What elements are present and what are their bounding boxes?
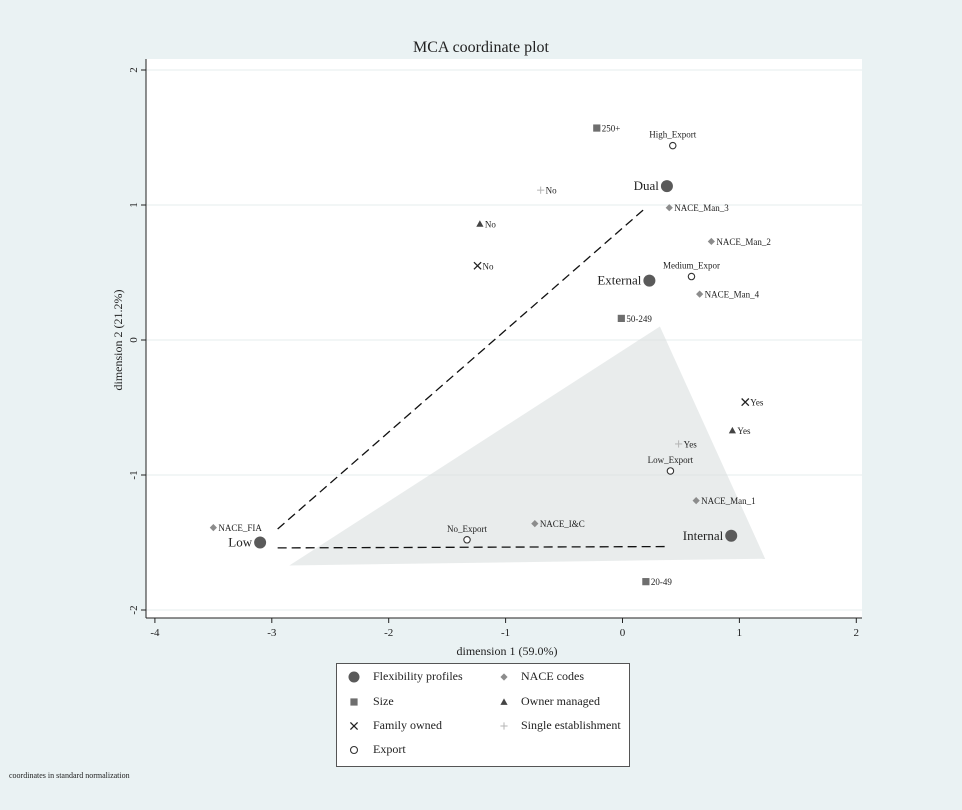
marker-circle-filled <box>725 529 738 542</box>
x-axis-label: dimension 1 (59.0%) <box>457 644 558 658</box>
point-label: Low_Export <box>648 455 694 465</box>
marker-triangle <box>500 698 508 705</box>
legend-symbol <box>500 698 508 705</box>
x-tick-label: -4 <box>150 627 160 639</box>
point-label: NACE_Man_1 <box>701 496 756 506</box>
x-tick-label: -1 <box>501 627 510 639</box>
marker-triangle <box>728 426 736 434</box>
marker-circle-filled <box>643 274 656 287</box>
marker-plus <box>537 186 545 194</box>
legend-label: Single establishment <box>521 718 621 732</box>
marker-cross-stroke <box>349 721 359 731</box>
marker-diamond <box>696 290 704 298</box>
marker-triangle <box>476 220 484 227</box>
marker-square <box>617 314 625 322</box>
point-label: No <box>485 219 496 229</box>
point-label: NACE_I&C <box>540 519 585 529</box>
marker-cross-stroke <box>741 398 750 407</box>
dashed-line-upper <box>277 207 647 530</box>
point-label: Yes <box>684 439 698 449</box>
point-label: No_Export <box>447 524 487 534</box>
legend: Flexibility profiles NACE codes Size Owner … <box>336 663 630 767</box>
legend-label: NACE codes <box>521 669 584 683</box>
marker-cross <box>349 721 359 731</box>
marker-circle-open <box>349 745 359 755</box>
y-tick-label: -1 <box>128 470 140 479</box>
point-label: No <box>483 261 494 271</box>
marker-circle-open <box>669 141 677 150</box>
point-label: High_Export <box>649 130 696 140</box>
legend-symbol <box>500 722 508 730</box>
y-tick-label: 1 <box>128 202 140 208</box>
marker-plus <box>500 722 508 730</box>
legend-symbol <box>500 673 508 681</box>
marker-cross <box>473 261 482 270</box>
marker-diamond <box>692 497 700 505</box>
point-label: 50-249 <box>626 314 652 324</box>
marker-diamond <box>209 524 217 532</box>
legend-label: Size <box>373 694 394 708</box>
marker-circle-open <box>687 272 696 281</box>
marker-plus <box>675 440 683 448</box>
chart-title: MCA coordinate plot <box>413 39 550 56</box>
marker-circle-open <box>463 536 471 544</box>
marker-diamond <box>665 204 673 212</box>
x-tick-label: 2 <box>854 627 860 639</box>
legend-label: Flexibility profiles <box>373 669 463 683</box>
point-label: Dual <box>634 178 660 193</box>
marker-diamond <box>500 673 508 681</box>
legend-label: Family owned <box>373 718 442 732</box>
marker-cross-stroke <box>473 261 482 270</box>
marker-square <box>642 578 650 586</box>
point-label: Yes <box>737 426 751 436</box>
legend-symbol <box>349 721 359 731</box>
marker-circle-filled <box>254 536 267 549</box>
point-label: Low <box>228 535 252 550</box>
shaded-region <box>289 326 766 566</box>
normalization-note: coordinates in standard normalization <box>9 771 130 780</box>
legend-symbol <box>348 671 360 683</box>
y-tick-label: -2 <box>128 605 140 614</box>
point-label: NACE_FIA <box>218 523 262 533</box>
point-label: No <box>546 186 557 196</box>
point-label: Internal <box>683 528 724 543</box>
marker-cross <box>741 398 750 407</box>
legend-label: Export <box>373 742 406 756</box>
marker-square <box>593 124 601 132</box>
marker-circle-filled <box>660 180 673 193</box>
point-label: NACE_Man_4 <box>705 290 760 300</box>
y-tick-label: 0 <box>128 337 140 343</box>
legend-symbol <box>349 745 359 755</box>
point-label: NACE_Man_3 <box>674 203 729 213</box>
dashed-line-lower <box>277 545 670 549</box>
legend-symbol <box>350 698 358 706</box>
point-label: 20-49 <box>651 577 672 587</box>
x-tick-label: -3 <box>267 627 277 639</box>
marker-diamond <box>707 237 715 246</box>
point-label: External <box>597 273 641 288</box>
y-tick-label: 2 <box>128 67 140 73</box>
point-label: 250+ <box>602 124 621 134</box>
x-tick-label: 0 <box>620 627 626 639</box>
marker-square <box>350 698 358 706</box>
point-label: NACE_Man_2 <box>716 237 771 247</box>
point-label: Medium_Expor <box>663 261 720 271</box>
marker-diamond <box>531 520 539 528</box>
y-axis-label: dimension 2 (21.2%) <box>111 290 125 391</box>
marker-circle-filled <box>348 671 360 683</box>
x-tick-label: 1 <box>737 627 743 639</box>
marker-circle-open <box>666 467 675 475</box>
point-label: Yes <box>750 398 764 408</box>
x-tick-label: -2 <box>384 627 393 639</box>
legend-label: Owner managed <box>521 694 600 708</box>
